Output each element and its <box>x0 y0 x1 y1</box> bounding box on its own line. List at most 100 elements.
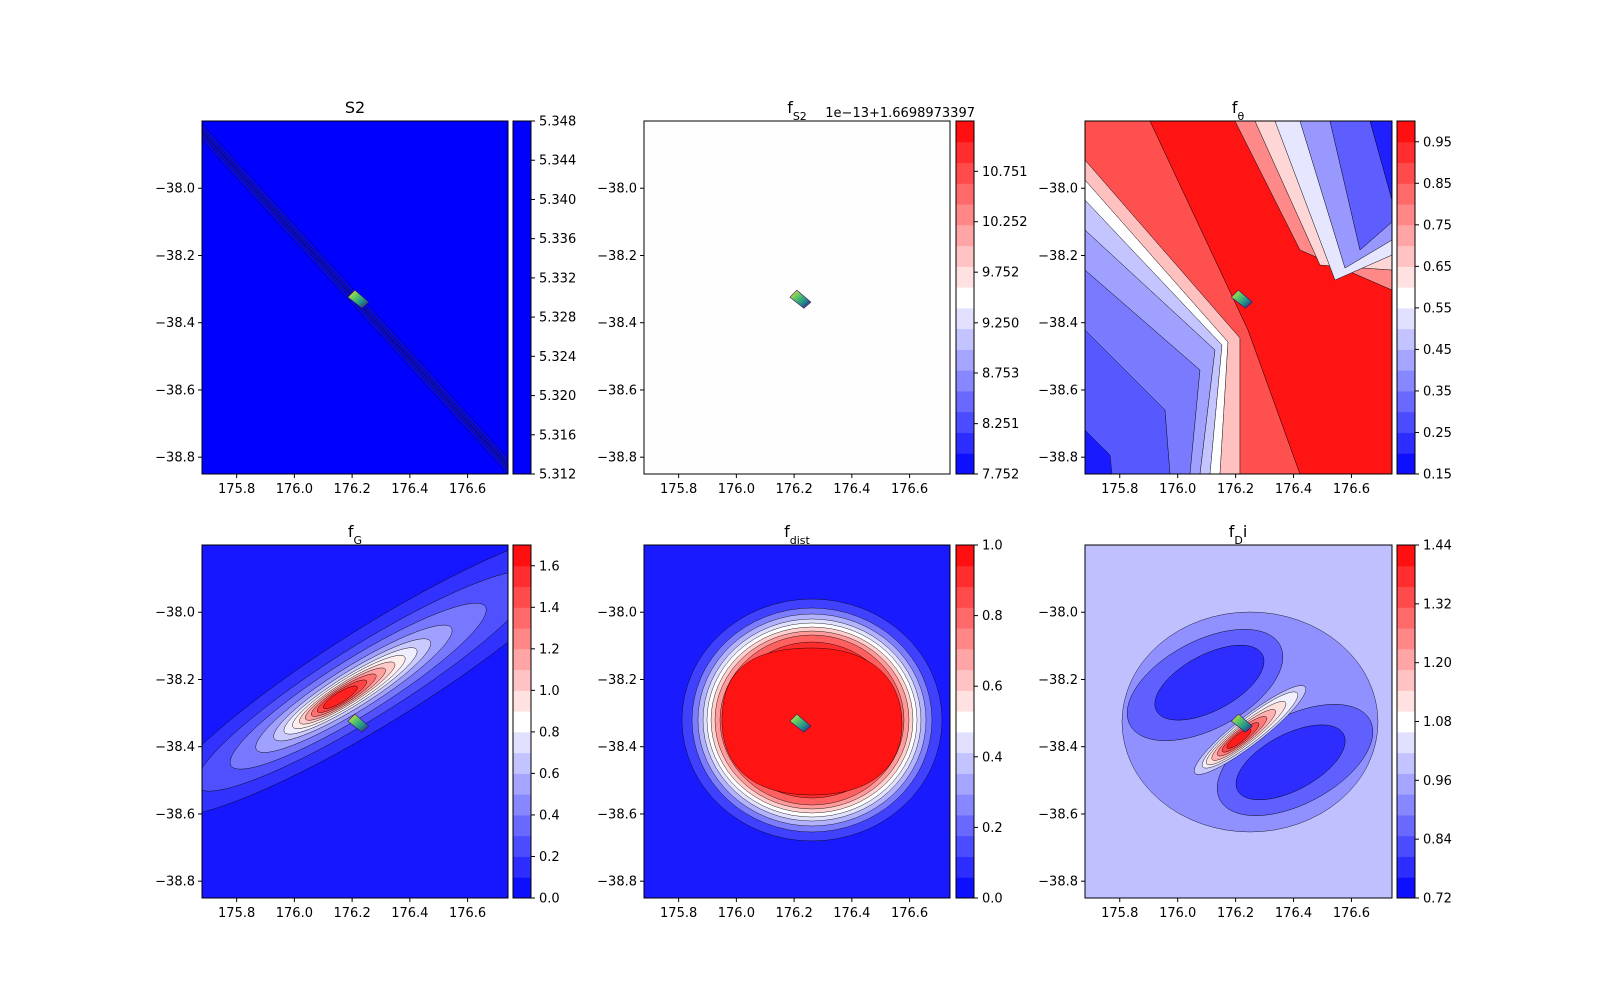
colorbar-band <box>956 669 974 691</box>
x-tick-label: 176.4 <box>391 906 428 921</box>
y-tick-label: −38.6 <box>597 807 637 822</box>
colorbar-band <box>1397 669 1415 691</box>
colorbar-tick-label: 9.752 <box>982 266 1019 281</box>
colorbar-band <box>1397 183 1415 205</box>
y-tick-label: −38.0 <box>1038 182 1078 197</box>
panel-title: S2 <box>345 98 365 117</box>
y-tick-label: −38.6 <box>155 807 195 822</box>
colorbar-band <box>956 565 974 588</box>
panel-f-theta: fθ 175.8 176.0 176.2 176.4 176.6 −38.0−38.2−… <box>1038 98 1452 497</box>
colorbar-band <box>956 224 974 247</box>
colorbar-tick-label: 0.15 <box>1423 468 1452 483</box>
colorbar-band <box>956 856 974 878</box>
colorbar-tick-label: 1.0 <box>539 684 560 699</box>
colorbar-band <box>1397 370 1415 392</box>
colorbar-tick-label: 5.320 <box>539 389 576 404</box>
x-tick-label: 176.2 <box>334 906 371 921</box>
colorbar-band <box>513 648 531 671</box>
colorbar-band <box>1397 245 1415 267</box>
colorbar-tick-label: 0.0 <box>982 892 1003 907</box>
colorbar-band <box>1397 453 1415 475</box>
axes-frame <box>1084 544 1393 899</box>
colorbar-tick-label: 0.2 <box>539 850 560 865</box>
colorbar-band <box>956 370 974 392</box>
x-tick-label: 176.4 <box>1275 906 1312 921</box>
colorbar-band <box>956 814 974 837</box>
colorbar-band <box>1397 856 1415 878</box>
marker <box>1230 713 1253 733</box>
axes-frame <box>643 544 951 899</box>
y-tick-label: −38.2 <box>1038 249 1078 264</box>
y-tick-label: −38.6 <box>1038 807 1078 822</box>
colorbar-tick-label: 0.65 <box>1423 260 1452 275</box>
colorbar-band <box>513 731 531 754</box>
colorbar-band <box>956 877 974 899</box>
colorbar-tick-label: 5.316 <box>539 428 576 443</box>
y-axis: −38.0 −38.2 −38.4 −38.6 −38.8 <box>155 182 202 466</box>
colorbar-band <box>1397 141 1415 164</box>
colorbar-tick-label: 5.324 <box>539 350 576 365</box>
colorbar-band <box>956 794 974 816</box>
y-tick-label: −38.2 <box>1038 673 1078 688</box>
colorbar-band <box>956 121 974 143</box>
y-tick-label: −38.4 <box>155 316 195 331</box>
panel-f-di: fDi 175.8 176.0 176.2 176.4 176.6 −38.0 −38.2… <box>1038 522 1452 921</box>
x-tick-label: 175.8 <box>660 906 697 921</box>
colorbar-axis: 0.95 0.85 0.75 0.65 0.55 0.45 0.35 0.25 0.15 <box>1415 135 1452 483</box>
y-tick-label: −38.0 <box>597 182 637 197</box>
x-tick-label: 176.6 <box>449 906 486 921</box>
colorbar-band <box>513 773 531 795</box>
colorbar-band <box>513 835 531 857</box>
colorbar-band <box>513 565 531 588</box>
marker <box>1230 289 1253 309</box>
colorbar-tick-label: 0.84 <box>1423 833 1452 848</box>
colorbar-band <box>513 856 531 878</box>
x-tick-label: 176.0 <box>1159 906 1196 921</box>
colorbar-band <box>1397 877 1415 899</box>
x-axis: 175.8 176.0 176.2 176.4 176.6 <box>218 898 486 921</box>
y-tick-label: −38.6 <box>1038 383 1078 398</box>
colorbar-tick-label: 0.75 <box>1423 218 1452 233</box>
y-tick-label: −38.6 <box>597 383 637 398</box>
colorbar-axis: 1.44 1.32 1.20 1.08 0.96 0.84 0.72 <box>1415 539 1452 907</box>
y-tick-label: −38.8 <box>155 451 195 466</box>
y-tick-label: −38.0 <box>155 606 195 621</box>
colorbar-tick-label: 0.6 <box>539 767 560 782</box>
colorbar-band <box>1397 545 1415 567</box>
colorbar-band <box>1397 565 1415 588</box>
colorbar-tick-label: 0.85 <box>1423 177 1452 192</box>
colorbar-tick-label: 0.4 <box>982 750 1003 765</box>
colorbar-band <box>956 287 974 309</box>
x-tick-label: 176.4 <box>1275 482 1312 497</box>
y-tick-label: −38.4 <box>597 316 637 331</box>
colorbar-band <box>513 752 531 774</box>
y-axis: −38.0 −38.2 −38.4 −38.6 −38.8 <box>597 606 644 890</box>
panel-f-dist: fdist 175.8 176.0 176.2 176.4 176.6 −38.0−38… <box>597 522 1003 921</box>
colorbar-tick-label: 0.55 <box>1423 301 1452 316</box>
colorbar-tick-label: 1.08 <box>1423 715 1452 730</box>
colorbar-band <box>956 545 974 567</box>
x-tick-label: 176.6 <box>1333 482 1370 497</box>
x-tick-label: 176.2 <box>1217 906 1254 921</box>
x-tick-label: 176.4 <box>391 482 428 497</box>
x-axis: 175.8 176.0 176.2 176.4 176.6 <box>660 474 928 497</box>
x-tick-label: 176.6 <box>891 906 928 921</box>
colorbar-band <box>513 711 531 733</box>
x-tick-label: 176.0 <box>718 482 755 497</box>
colorbar-band <box>513 690 531 712</box>
colorbar-tick-label: 5.340 <box>539 193 576 208</box>
x-tick-label: 175.8 <box>660 482 697 497</box>
colorbar-band <box>1397 432 1415 454</box>
panel-title: fθ <box>1232 98 1245 123</box>
x-tick-label: 175.8 <box>218 906 255 921</box>
colorbar-band <box>513 607 531 629</box>
colorbar-band <box>1397 835 1415 857</box>
colorbar-band <box>1397 690 1415 712</box>
colorbar-tick-label: 5.344 <box>539 154 576 169</box>
y-tick-label: −38.8 <box>1038 875 1078 890</box>
colorbar-tick-label: 8.251 <box>982 417 1019 432</box>
colorbar-band <box>1397 607 1415 629</box>
colorbar-band <box>956 328 974 350</box>
colorbar <box>955 120 975 475</box>
